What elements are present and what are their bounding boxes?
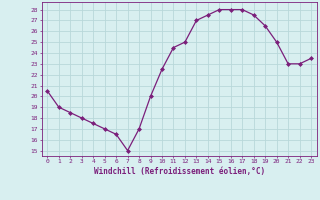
X-axis label: Windchill (Refroidissement éolien,°C): Windchill (Refroidissement éolien,°C) [94,167,265,176]
